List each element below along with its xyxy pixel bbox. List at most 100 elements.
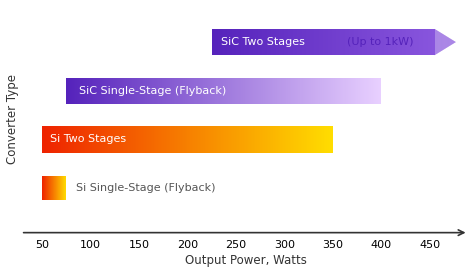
Bar bbox=[138, 126, 139, 153]
Bar bbox=[173, 78, 174, 104]
Bar bbox=[332, 126, 333, 153]
Bar bbox=[370, 29, 371, 55]
Bar bbox=[338, 78, 339, 104]
Bar bbox=[229, 126, 230, 153]
Bar bbox=[264, 29, 265, 55]
Bar bbox=[376, 78, 377, 104]
Bar bbox=[204, 78, 205, 104]
Bar bbox=[121, 126, 122, 153]
Bar bbox=[230, 126, 231, 153]
Bar bbox=[109, 78, 110, 104]
Bar bbox=[333, 29, 334, 55]
Bar bbox=[227, 78, 228, 104]
Bar bbox=[400, 29, 401, 55]
Bar bbox=[328, 29, 329, 55]
Bar bbox=[235, 29, 236, 55]
Bar bbox=[312, 126, 313, 153]
Bar bbox=[166, 78, 167, 104]
Bar bbox=[377, 78, 378, 104]
Bar bbox=[303, 29, 304, 55]
Bar bbox=[355, 78, 356, 104]
Bar bbox=[336, 78, 337, 104]
Bar bbox=[214, 78, 215, 104]
Bar bbox=[97, 78, 98, 104]
Bar bbox=[254, 29, 255, 55]
Bar bbox=[316, 126, 317, 153]
Bar bbox=[314, 126, 315, 153]
Text: Si Two Stages: Si Two Stages bbox=[50, 134, 126, 144]
Bar bbox=[205, 126, 206, 153]
Bar bbox=[78, 78, 79, 104]
Bar bbox=[246, 126, 247, 153]
Bar bbox=[416, 29, 417, 55]
Bar bbox=[223, 78, 224, 104]
Bar bbox=[86, 126, 87, 153]
Bar bbox=[145, 126, 146, 153]
Bar bbox=[358, 29, 359, 55]
Bar bbox=[275, 126, 277, 153]
Bar bbox=[412, 29, 413, 55]
Y-axis label: Converter Type: Converter Type bbox=[6, 74, 18, 164]
Bar bbox=[47, 126, 48, 153]
Bar bbox=[136, 126, 137, 153]
Bar bbox=[348, 29, 349, 55]
Bar bbox=[281, 78, 282, 104]
Bar bbox=[250, 126, 251, 153]
Bar bbox=[372, 78, 373, 104]
Bar bbox=[322, 126, 323, 153]
Bar bbox=[183, 126, 184, 153]
Bar bbox=[285, 126, 286, 153]
Bar bbox=[161, 78, 162, 104]
Bar bbox=[174, 126, 175, 153]
Bar bbox=[364, 78, 365, 104]
Bar bbox=[63, 126, 64, 153]
Bar bbox=[290, 29, 291, 55]
Bar bbox=[290, 78, 291, 104]
Bar bbox=[288, 78, 289, 104]
Bar bbox=[161, 126, 162, 153]
Bar bbox=[326, 78, 327, 104]
Bar bbox=[280, 126, 281, 153]
Bar bbox=[402, 29, 403, 55]
Bar bbox=[314, 78, 315, 104]
Bar bbox=[259, 78, 261, 104]
Bar bbox=[367, 29, 368, 55]
Bar bbox=[334, 29, 335, 55]
Bar bbox=[187, 78, 188, 104]
Bar bbox=[253, 29, 254, 55]
Bar bbox=[417, 29, 418, 55]
Bar bbox=[309, 78, 310, 104]
Bar bbox=[67, 78, 68, 104]
Bar bbox=[46, 126, 47, 153]
Bar bbox=[264, 126, 265, 153]
Bar bbox=[297, 126, 298, 153]
Bar bbox=[286, 78, 287, 104]
Bar bbox=[427, 29, 428, 55]
Bar bbox=[330, 29, 331, 55]
Bar bbox=[244, 29, 245, 55]
Bar bbox=[357, 29, 358, 55]
Bar bbox=[307, 29, 308, 55]
Bar bbox=[102, 126, 103, 153]
Bar bbox=[306, 29, 307, 55]
Bar bbox=[387, 29, 388, 55]
Bar bbox=[226, 29, 227, 55]
Bar bbox=[338, 29, 339, 55]
Bar bbox=[261, 126, 262, 153]
Bar bbox=[296, 29, 297, 55]
Bar bbox=[365, 29, 366, 55]
Bar bbox=[229, 78, 230, 104]
Bar bbox=[256, 29, 257, 55]
Bar bbox=[388, 29, 389, 55]
Bar bbox=[233, 126, 234, 153]
Bar bbox=[354, 29, 355, 55]
Bar bbox=[72, 78, 73, 104]
Bar bbox=[93, 126, 94, 153]
Bar bbox=[168, 126, 169, 153]
Bar bbox=[271, 29, 272, 55]
Bar bbox=[164, 78, 165, 104]
Bar bbox=[147, 126, 148, 153]
Bar bbox=[272, 29, 273, 55]
Bar bbox=[145, 78, 146, 104]
Bar bbox=[159, 78, 160, 104]
